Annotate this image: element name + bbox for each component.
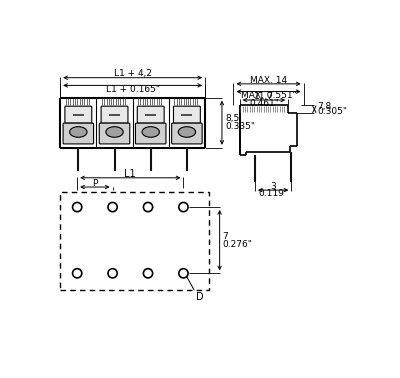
FancyBboxPatch shape bbox=[99, 123, 130, 144]
FancyBboxPatch shape bbox=[136, 123, 166, 144]
FancyBboxPatch shape bbox=[65, 106, 92, 123]
Text: 11,7: 11,7 bbox=[254, 92, 274, 101]
FancyBboxPatch shape bbox=[101, 106, 128, 123]
FancyBboxPatch shape bbox=[174, 106, 200, 123]
FancyBboxPatch shape bbox=[172, 123, 202, 144]
Text: P: P bbox=[92, 180, 98, 189]
Text: 0.305": 0.305" bbox=[318, 107, 348, 116]
FancyBboxPatch shape bbox=[63, 123, 94, 144]
FancyBboxPatch shape bbox=[137, 106, 164, 123]
Text: L1 + 4,2: L1 + 4,2 bbox=[114, 69, 152, 78]
Text: 7,8: 7,8 bbox=[318, 102, 332, 112]
Text: MAX. 0.551": MAX. 0.551" bbox=[241, 91, 296, 100]
Text: 0.119": 0.119" bbox=[258, 189, 288, 198]
Text: 7: 7 bbox=[223, 232, 228, 241]
Ellipse shape bbox=[106, 127, 123, 137]
Ellipse shape bbox=[70, 127, 87, 137]
Text: 8,5: 8,5 bbox=[225, 115, 239, 123]
Text: L1: L1 bbox=[124, 169, 136, 179]
Text: L1 + 0.165": L1 + 0.165" bbox=[106, 85, 160, 94]
Text: 0.276": 0.276" bbox=[223, 240, 252, 248]
Text: 0.335": 0.335" bbox=[225, 122, 255, 131]
Ellipse shape bbox=[142, 127, 160, 137]
Ellipse shape bbox=[178, 127, 196, 137]
Text: 0.461": 0.461" bbox=[249, 99, 279, 108]
Text: 3: 3 bbox=[270, 182, 276, 191]
Text: MAX. 14: MAX. 14 bbox=[250, 76, 287, 85]
Bar bbox=[60, 192, 209, 290]
Text: D: D bbox=[196, 292, 203, 302]
